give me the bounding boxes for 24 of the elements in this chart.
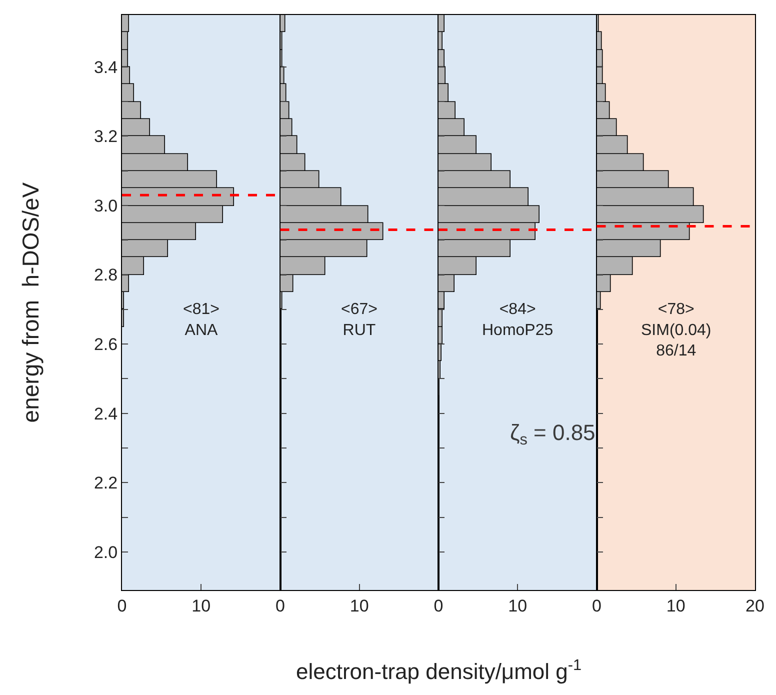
annotation: <81> ANA <box>183 301 220 339</box>
y-tick-label: 3.0 <box>94 196 118 216</box>
y-tick-label: 3.4 <box>94 58 118 77</box>
y-tick-label: 2.6 <box>94 335 118 354</box>
y-tick-label: 2.2 <box>94 474 118 493</box>
x-tick-label: 0 <box>592 596 602 616</box>
x-tick-label: 10 <box>192 596 211 616</box>
y-axis-title: energy from h-DOS/eV <box>18 182 44 423</box>
y-tick-label: 2.4 <box>94 404 118 424</box>
x-axis-title: electron-trap density/μmol g$^{-1}$ <box>296 657 582 684</box>
x-tick-label: 20 <box>746 596 764 616</box>
x-tick-label: 10 <box>350 596 369 616</box>
annotation: <78> SIM(0.04) 86/14 <box>641 301 712 360</box>
y-tick-label: 2.0 <box>94 542 118 562</box>
annotation: ζ$_{s}$ = 0.85 <box>510 420 596 449</box>
x-tick-label: 10 <box>666 596 686 616</box>
x-tick-label: 0 <box>434 596 444 616</box>
x-tick-label: 0 <box>117 596 127 616</box>
y-tick-label: 2.8 <box>94 266 118 285</box>
annotation: <67> RUT <box>341 301 378 339</box>
x-tick-label: 10 <box>508 596 528 616</box>
y-tick-label: 3.2 <box>94 127 118 146</box>
annotation: <84> HomoP25 <box>482 301 554 339</box>
x-tick-label: 0 <box>276 596 285 616</box>
